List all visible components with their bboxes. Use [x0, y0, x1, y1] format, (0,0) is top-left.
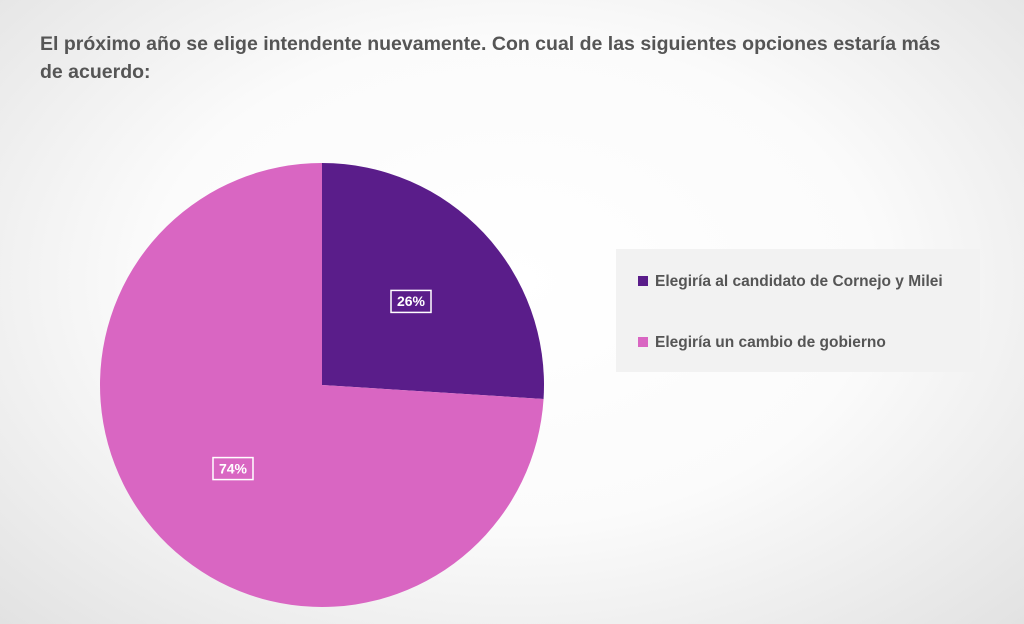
legend-swatch: [638, 337, 648, 347]
data-label-box: [212, 456, 254, 481]
chart-title: El próximo año se elige intendente nueva…: [40, 33, 941, 83]
legend-label: Elegiría al candidato de Cornejo y Milei: [655, 273, 943, 290]
pie-slice: [322, 163, 544, 399]
data-label-box: [390, 289, 432, 314]
legend-label: Elegiría un cambio de gobierno: [655, 334, 886, 351]
legend-box: [616, 249, 980, 372]
data-label: 74%: [219, 460, 248, 476]
data-label: 26%: [397, 293, 426, 309]
legend-swatch: [638, 276, 648, 286]
pie-slice: [99, 163, 544, 607]
